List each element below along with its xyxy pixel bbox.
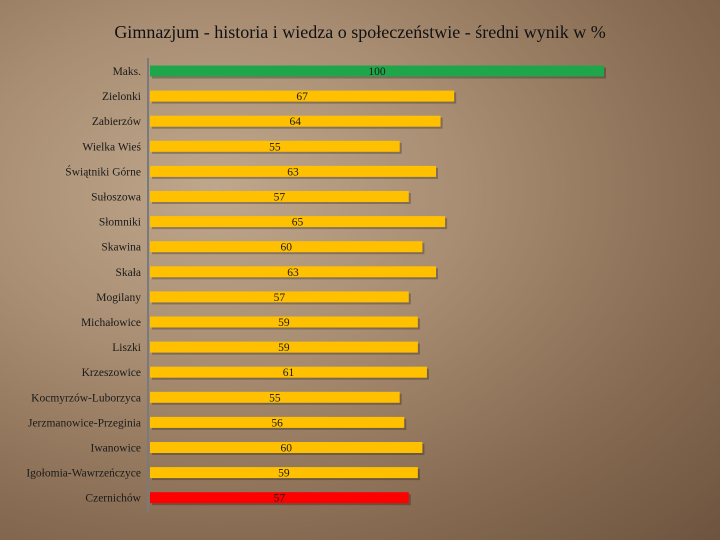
value-label: 60: [280, 242, 292, 254]
bar-michałowice: [150, 316, 418, 328]
bar-zabierzów: [150, 115, 441, 127]
category-label: Iwanowice: [91, 443, 141, 455]
category-label: Słomniki: [99, 217, 141, 229]
value-label: 63: [287, 166, 299, 178]
bar-igołomia-wawrzeńczyce: [150, 467, 418, 479]
bar-maks-: [150, 65, 604, 77]
value-label: 64: [290, 116, 302, 128]
bar-świątniki-górne: [150, 165, 437, 177]
bar-kocmyrzów-luborzyca: [150, 391, 400, 403]
bar-słomniki: [150, 216, 446, 228]
category-labels-group: Maks. Zielonki Zabierzów Wielka Wieś Świątni…: [26, 66, 141, 505]
bar-sułoszowa: [150, 191, 409, 202]
bar-mogilany: [150, 291, 409, 303]
category-label: Skawina: [101, 242, 141, 254]
category-label: Kocmyrzów-Luborzyca: [31, 392, 141, 404]
bar-skawina: [150, 241, 423, 253]
value-label: 57: [274, 292, 286, 304]
value-label: 57: [274, 192, 286, 204]
category-label: Maks.: [113, 66, 142, 78]
value-label: 55: [269, 392, 281, 404]
category-label: Świątniki Górne: [65, 164, 141, 178]
value-label: 100: [368, 66, 386, 78]
value-label: 59: [278, 317, 290, 329]
bar-zielonki: [150, 90, 455, 102]
bar-iwanowice: [150, 442, 423, 453]
bars-group: [150, 65, 606, 506]
value-label: 59: [278, 342, 290, 354]
value-label: 59: [278, 468, 290, 480]
category-label: Krzeszowice: [82, 367, 141, 379]
value-label: 65: [292, 217, 304, 229]
value-label: 57: [274, 493, 286, 505]
bar-krzeszowice: [150, 366, 427, 378]
category-label: Igołomia-Wawrzeńczyce: [26, 468, 141, 480]
bar-jerzmanowice-przeginia: [150, 416, 405, 428]
value-label: 55: [269, 141, 281, 153]
category-label: Zabierzów: [92, 116, 142, 128]
value-label: 56: [271, 417, 283, 429]
category-label: Czernichów: [85, 493, 141, 505]
value-label: 67: [296, 91, 308, 103]
bar-liszki: [150, 341, 418, 353]
category-label: Mogilany: [96, 292, 141, 304]
category-label: Zielonki: [102, 91, 141, 103]
bar-skała: [150, 266, 437, 278]
bar-czernichów: [150, 492, 409, 504]
bar-wielka-wieś: [150, 140, 400, 152]
value-label: 60: [280, 443, 292, 455]
category-label: Jerzmanowice-Przeginia: [28, 417, 141, 429]
category-label: Wielka Wieś: [82, 141, 141, 153]
category-label: Skała: [115, 267, 141, 279]
value-label: 61: [283, 367, 295, 379]
category-label: Sułoszowa: [91, 192, 141, 204]
category-label: Michałowice: [81, 317, 141, 329]
category-label: Liszki: [112, 342, 141, 354]
value-labels-group: 100 67 64 55 63 57 65 60 63 57 59 59 61 55 56 60 59 57: [269, 66, 386, 505]
value-label: 63: [287, 267, 299, 279]
chart-title: Gimnazjum - historia i wiedza o społecze…: [114, 22, 606, 42]
